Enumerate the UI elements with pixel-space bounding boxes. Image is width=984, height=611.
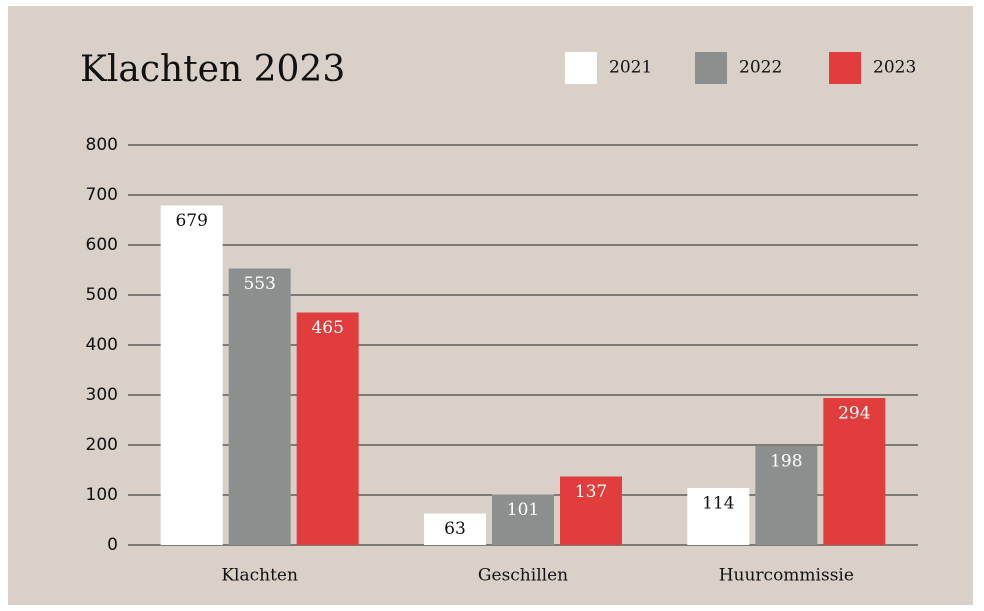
legend-label: 2022 bbox=[739, 58, 782, 78]
bar bbox=[560, 476, 622, 545]
y-tick-label: 400 bbox=[86, 335, 118, 355]
y-tick-label: 700 bbox=[86, 185, 118, 205]
bar bbox=[424, 513, 486, 545]
bar bbox=[296, 312, 359, 545]
y-tick-label: 500 bbox=[86, 285, 118, 305]
y-tick-label: 100 bbox=[86, 485, 118, 505]
legend-swatch bbox=[829, 52, 861, 84]
value-label: 198 bbox=[770, 452, 802, 472]
value-label: 137 bbox=[575, 482, 607, 502]
bar bbox=[160, 205, 223, 545]
legend-label: 2023 bbox=[873, 58, 916, 78]
value-label: 114 bbox=[702, 494, 734, 514]
value-label: 679 bbox=[175, 211, 207, 231]
legend-swatch bbox=[565, 52, 597, 84]
value-label: 553 bbox=[243, 274, 275, 294]
value-label: 465 bbox=[311, 318, 343, 338]
bar bbox=[492, 494, 554, 545]
legend-swatch bbox=[695, 52, 727, 84]
value-label: 294 bbox=[838, 404, 870, 424]
chart-title: Klachten 2023 bbox=[80, 49, 345, 90]
bar bbox=[687, 488, 750, 545]
y-tick-label: 600 bbox=[86, 235, 118, 255]
bar bbox=[823, 398, 886, 545]
value-label: 63 bbox=[444, 519, 466, 539]
bar bbox=[755, 446, 818, 545]
y-tick-label: 0 bbox=[107, 535, 118, 555]
y-tick-label: 800 bbox=[86, 135, 118, 155]
y-tick-label: 200 bbox=[86, 435, 118, 455]
legend-label: 2021 bbox=[609, 58, 652, 78]
bar bbox=[228, 268, 291, 545]
x-tick-label: Geschillen bbox=[478, 566, 568, 586]
x-tick-label: Klachten bbox=[221, 566, 298, 586]
x-tick-label: Huurcommissie bbox=[719, 566, 854, 586]
y-tick-label: 300 bbox=[86, 385, 118, 405]
value-label: 101 bbox=[507, 500, 539, 520]
